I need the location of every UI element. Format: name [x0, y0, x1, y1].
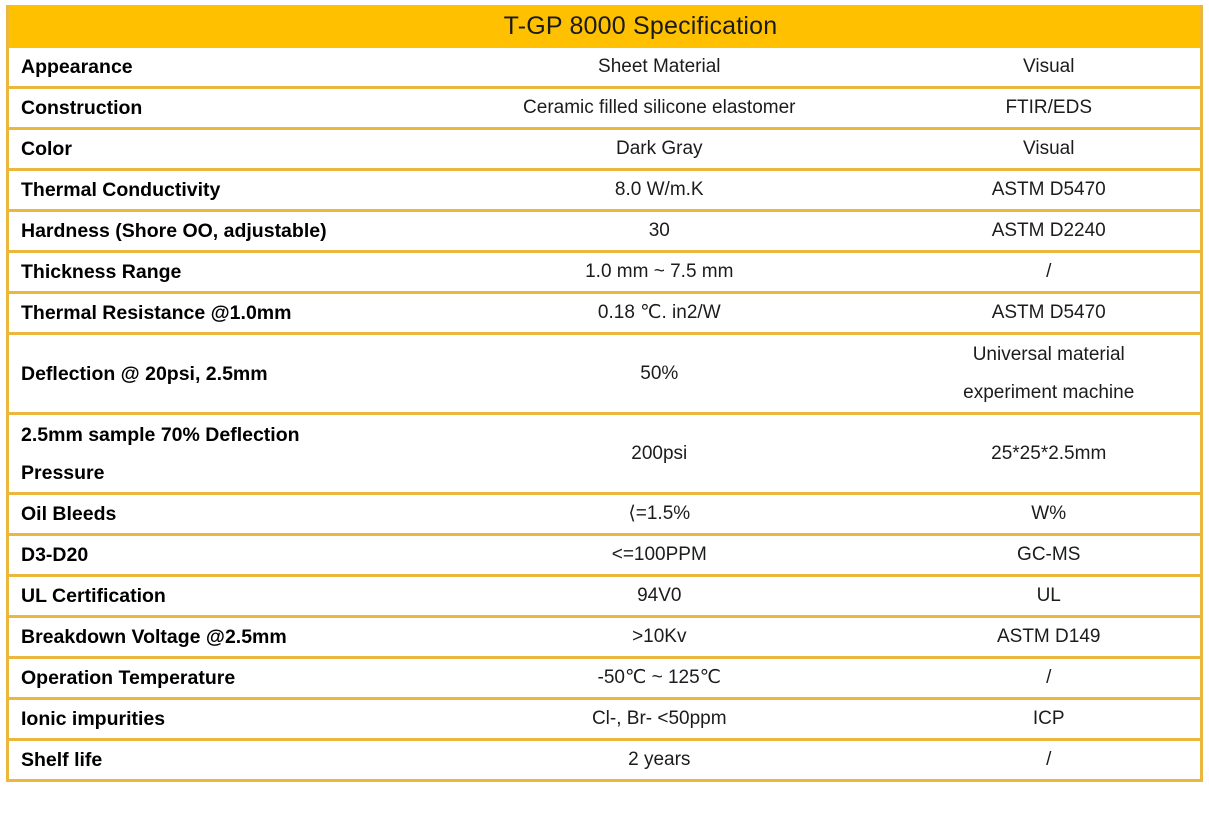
test-method: ASTM D5470	[991, 302, 1106, 323]
property-value: 0.18 ℃. in2/W	[597, 302, 721, 323]
property-label: Hardness (Shore OO, adjustable)	[21, 220, 327, 242]
property-label: Construction	[21, 97, 143, 119]
test-method: 25*25*2.5mm	[991, 442, 1107, 464]
property-value: 8.0 W/m.K	[614, 179, 704, 200]
property-value: Ceramic filled silicone elastomer	[523, 97, 796, 118]
property-value: Sheet Material	[598, 56, 721, 77]
table-row: Hardness (Shore OO, adjustable) 30 ASTM …	[9, 212, 1200, 253]
property-label: 2.5mm sample 70% Deflection Pressure	[21, 423, 300, 484]
table-row: Color Dark Gray Visual	[9, 130, 1200, 171]
property-label: Shelf life	[21, 749, 103, 771]
test-method: UL	[1036, 585, 1061, 606]
test-method: ICP	[1032, 708, 1065, 729]
test-method: /	[1046, 667, 1052, 688]
property-value: ⟨=1.5%	[628, 503, 691, 524]
property-label: Thermal Conductivity	[21, 179, 221, 201]
property-label: Thermal Resistance @1.0mm	[21, 302, 292, 324]
property-value: 1.0 mm ~ 7.5 mm	[585, 261, 734, 282]
test-method: GC-MS	[1017, 544, 1081, 565]
property-value: Cl-, Br- <50ppm	[591, 708, 727, 729]
table-body: Appearance Sheet Material Visual Constru…	[9, 48, 1200, 782]
table-row: Breakdown Voltage @2.5mm >10Kv ASTM D149	[9, 618, 1200, 659]
table-row: Thermal Conductivity 8.0 W/m.K ASTM D547…	[9, 171, 1200, 212]
property-value: >10Kv	[632, 626, 687, 647]
test-method: Visual	[1023, 56, 1075, 77]
table-row: Appearance Sheet Material Visual	[9, 48, 1200, 89]
test-method: ASTM D2240	[991, 220, 1106, 241]
table-title: T-GP 8000 Specification	[503, 12, 778, 40]
table-row: UL Certification 94V0 UL	[9, 577, 1200, 618]
table-row: Oil Bleeds ⟨=1.5% W%	[9, 495, 1200, 536]
table-row: 2.5mm sample 70% Deflection Pressure 200…	[9, 415, 1200, 495]
test-method: Visual	[1023, 138, 1075, 159]
property-value: 50%	[640, 362, 679, 384]
property-value: 200psi	[631, 442, 688, 464]
table-row: Thickness Range 1.0 mm ~ 7.5 mm /	[9, 253, 1200, 294]
property-label: Deflection @ 20psi, 2.5mm	[21, 362, 268, 385]
test-method: Universal material experiment machine	[963, 343, 1135, 403]
property-label: Appearance	[21, 56, 133, 78]
table-row: Thermal Resistance @1.0mm 0.18 ℃. in2/W …	[9, 294, 1200, 335]
property-label: Color	[21, 138, 72, 160]
property-label: Thickness Range	[21, 261, 182, 283]
test-method: /	[1046, 749, 1052, 770]
test-method: ASTM D5470	[991, 179, 1106, 200]
test-method: FTIR/EDS	[1005, 97, 1092, 118]
property-value: <=100PPM	[611, 544, 707, 565]
property-label: Ionic impurities	[21, 708, 166, 730]
property-label: Breakdown Voltage @2.5mm	[21, 626, 287, 648]
test-method: ASTM D149	[996, 626, 1101, 647]
table-row: Operation Temperature -50℃ ~ 125℃ /	[9, 659, 1200, 700]
property-value: -50℃ ~ 125℃	[597, 667, 722, 688]
table-row: Shelf life 2 years /	[9, 741, 1200, 782]
property-value: 2 years	[628, 749, 691, 770]
table-title-bar: T-GP 8000 Specification	[9, 5, 1200, 48]
property-label: UL Certification	[21, 585, 166, 607]
property-label: D3-D20	[21, 544, 89, 566]
property-label: Operation Temperature	[21, 667, 236, 689]
table-row: Ionic impurities Cl-, Br- <50ppm ICP	[9, 700, 1200, 741]
property-value: Dark Gray	[615, 138, 703, 159]
specification-table: T-GP 8000 Specification Appearance Sheet…	[6, 5, 1203, 782]
table-row: D3-D20 <=100PPM GC-MS	[9, 536, 1200, 577]
property-label: Oil Bleeds	[21, 503, 117, 525]
table-row: Construction Ceramic filled silicone ela…	[9, 89, 1200, 130]
test-method: W%	[1031, 503, 1067, 524]
property-value: 94V0	[637, 585, 682, 606]
test-method: /	[1046, 261, 1052, 282]
property-value: 30	[648, 220, 670, 241]
table-row: Deflection @ 20psi, 2.5mm 50% Universal …	[9, 335, 1200, 415]
